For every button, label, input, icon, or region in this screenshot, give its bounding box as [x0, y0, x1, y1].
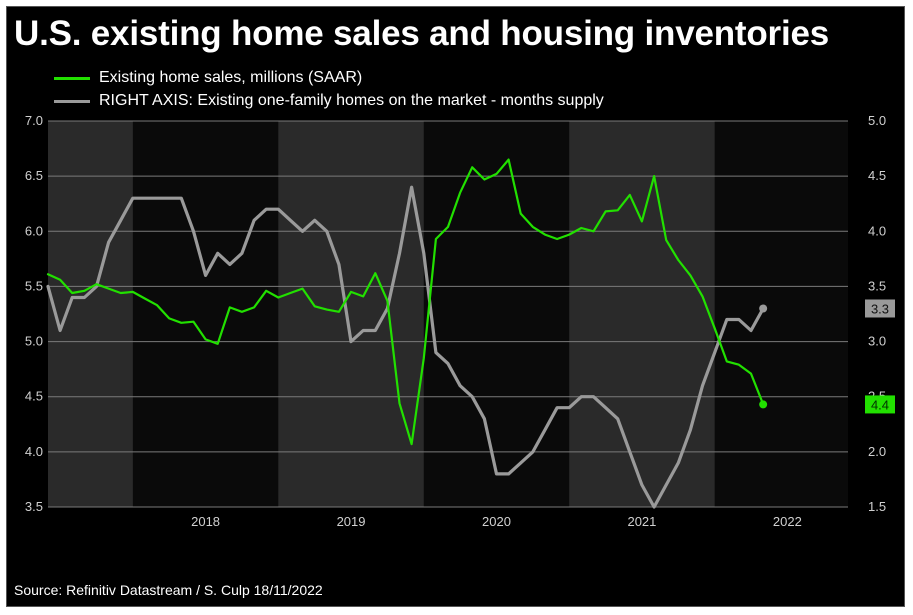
left-tick-4.5: 4.5	[25, 389, 43, 404]
legend-swatch-green	[54, 76, 90, 80]
series-line-0	[46, 158, 765, 446]
right-tick-5.0: 5.0	[868, 113, 886, 128]
series-line-1	[46, 185, 765, 509]
left-tick-4.0: 4.0	[25, 444, 43, 459]
left-tick-6.0: 6.0	[25, 223, 43, 238]
year-bands	[48, 121, 848, 507]
left-tick-3.5: 3.5	[25, 499, 43, 514]
x-tick-2022: 2022	[773, 514, 802, 529]
x-axis-ticks: 2018 2019 2020 2021 2022	[191, 514, 802, 529]
left-tick-7.0: 7.0	[25, 113, 43, 128]
right-tick-2.0: 2.0	[868, 444, 886, 459]
left-tick-5.0: 5.0	[25, 334, 43, 349]
source-note: Source: Refinitiv Datastream / S. Culp 1…	[14, 582, 323, 598]
year-band-2021	[569, 121, 715, 507]
x-tick-2018: 2018	[191, 514, 220, 529]
end-badge-label-1: 3.3	[871, 301, 889, 316]
x-tick-2020: 2020	[482, 514, 511, 529]
year-band-2017	[48, 121, 133, 507]
right-tick-4.5: 4.5	[868, 168, 886, 183]
year-band-2019	[278, 121, 424, 507]
x-tick-2021: 2021	[627, 514, 656, 529]
legend-swatch-grey	[54, 99, 90, 103]
end-badge-1	[865, 299, 895, 318]
right-tick-3.0: 3.0	[868, 334, 886, 349]
grid-lines	[48, 120, 848, 508]
end-value-badges: 3.3 4.4	[865, 299, 895, 414]
right-tick-3.5: 3.5	[868, 278, 886, 293]
legend-item-home-sales: Existing home sales, millions (SAAR)	[54, 68, 362, 88]
left-tick-5.5: 5.5	[25, 278, 43, 293]
plot-background	[48, 121, 848, 507]
series-lines	[46, 158, 768, 509]
right-tick-4.0: 4.0	[868, 223, 886, 238]
left-tick-6.5: 6.5	[25, 168, 43, 183]
legend-label-months-supply: RIGHT AXIS: Existing one-family homes on…	[99, 92, 604, 109]
right-tick-1.5: 1.5	[868, 499, 886, 514]
left-axis-ticks: 3.5 4.0 4.5 5.0 5.5 6.0 6.5 7.0	[25, 113, 43, 514]
legend-item-months-supply: RIGHT AXIS: Existing one-family homes on…	[54, 91, 604, 111]
x-tick-2019: 2019	[337, 514, 366, 529]
end-badge-0	[865, 395, 895, 414]
series-end-dot-1	[759, 304, 768, 313]
legend-label-home-sales: Existing home sales, millions (SAAR)	[99, 69, 363, 86]
end-badge-label-0: 4.4	[871, 397, 889, 412]
chart-title: U.S. existing home sales and housing inv…	[14, 14, 830, 53]
series-end-dot-0	[759, 400, 768, 409]
